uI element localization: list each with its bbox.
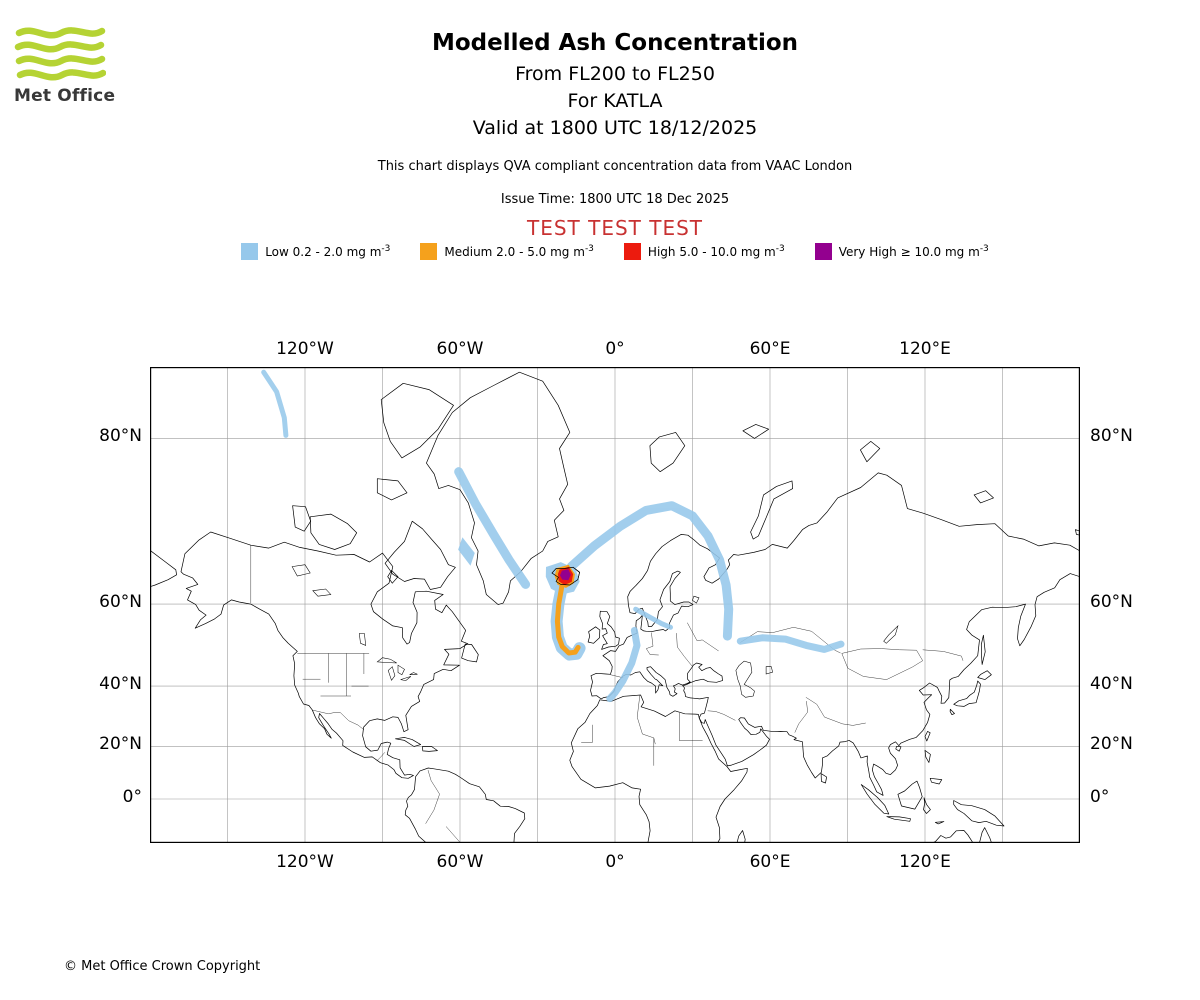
lat-tick-right: 20°N [1090, 734, 1133, 755]
lon-tick-top: 60°E [749, 339, 791, 359]
lat-tick-left: 60°N [99, 592, 142, 613]
lon-tick-top: 120°W [276, 339, 334, 359]
test-banner: TEST TEST TEST [526, 216, 703, 240]
chart-header: Modelled Ash Concentration From FL200 to… [15, 30, 1200, 142]
legend-label-high: High 5.0 - 10.0 mg m-3 [647, 244, 785, 259]
chart-title: Modelled Ash Concentration [431, 30, 799, 56]
legend-label-medium: Medium 2.0 - 5.0 mg m-3 [444, 244, 594, 259]
legend-item-medium: Medium 2.0 - 5.0 mg m-3 [420, 243, 594, 260]
met-office-logo: Met Office [14, 24, 118, 106]
lon-tick-bottom: 120°E [899, 852, 951, 872]
world-map [150, 367, 1080, 843]
lat-tick-right: 80°N [1090, 426, 1133, 447]
legend-label-low: Low 0.2 - 2.0 mg m-3 [265, 244, 391, 259]
issue-time: Issue Time: 1800 UTC 18 Dec 2025 [500, 192, 730, 207]
lon-tick-bottom: 60°E [749, 852, 791, 872]
logo-waves-icon [14, 27, 106, 81]
lat-tick-right: 60°N [1090, 592, 1133, 613]
lon-tick-top: 120°E [899, 339, 951, 359]
chart-subtitle-flight-levels: From FL200 to FL250 [515, 63, 715, 85]
legend: Low 0.2 - 2.0 mg m-3 Medium 2.0 - 5.0 mg … [15, 243, 1200, 260]
legend-item-low: Low 0.2 - 2.0 mg m-3 [241, 243, 390, 260]
chart-subtitle-volcano: For KATLA [567, 90, 663, 112]
lat-tick-right: 40°N [1090, 674, 1133, 695]
legend-item-very-high: Very High ≥ 10.0 mg m-3 [814, 243, 989, 260]
ash-band-very_high [559, 569, 571, 581]
lat-tick-left: 0° [122, 787, 142, 807]
copyright-notice: © Met Office Crown Copyright [64, 959, 261, 974]
logo-text: Met Office [14, 86, 116, 106]
legend-item-high: High 5.0 - 10.0 mg m-3 [623, 243, 785, 260]
lat-tick-left: 20°N [99, 734, 142, 755]
lon-tick-bottom: 0° [605, 852, 625, 872]
lat-tick-left: 80°N [99, 426, 142, 447]
qva-compliance-note: This chart displays QVA compliant concen… [377, 159, 853, 174]
lon-tick-bottom: 120°W [276, 852, 334, 872]
map-canvas [150, 367, 1080, 843]
lon-tick-top: 60°W [436, 339, 484, 359]
legend-swatch-high [623, 243, 641, 260]
lon-tick-bottom: 60°W [436, 852, 484, 872]
lat-tick-left: 40°N [99, 674, 142, 695]
lon-tick-top: 0° [605, 339, 625, 359]
legend-label-very-high: Very High ≥ 10.0 mg m-3 [838, 244, 989, 259]
legend-swatch-low [241, 243, 259, 260]
legend-swatch-very-high [814, 243, 832, 260]
legend-swatch-medium [420, 243, 438, 260]
chart-subtitle-valid-time: Valid at 1800 UTC 18/12/2025 [472, 117, 758, 139]
lat-tick-right: 0° [1090, 787, 1110, 807]
